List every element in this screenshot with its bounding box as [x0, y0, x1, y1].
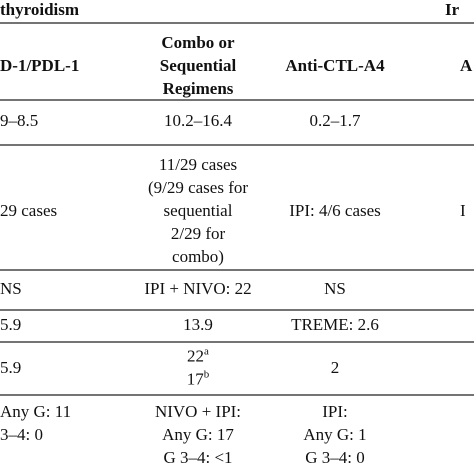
- cell-text: 2: [331, 358, 340, 377]
- cell-text: 10.2–16.4: [164, 111, 233, 130]
- cell-text: 2/29 for: [171, 224, 226, 243]
- cell-text: 5.9: [0, 358, 21, 377]
- cell-text: Any G: 17: [162, 425, 234, 444]
- cell-text: 9–8.5: [0, 111, 38, 130]
- cell-text: IPI:: [322, 402, 348, 421]
- cell-text: G 3–4: 0: [305, 448, 365, 467]
- cell-text: TREME: 2.6: [291, 315, 379, 334]
- cell-text: I: [460, 201, 466, 220]
- column-header: Combo or: [161, 33, 235, 52]
- cell-text: 13.9: [183, 315, 213, 334]
- cell-text: 17: [187, 369, 205, 388]
- cell-text: NS: [0, 279, 22, 298]
- cell-text: 3–4: 0: [0, 425, 43, 444]
- group-title: thyroidism: [0, 0, 79, 19]
- superscript: a: [204, 345, 209, 357]
- column-header: Sequential: [160, 56, 237, 75]
- cell-text: (9/29 cases for: [148, 178, 248, 197]
- column-header: A: [460, 56, 473, 75]
- cell-text: 0.2–1.7: [310, 111, 362, 130]
- cell-text: 22: [187, 346, 204, 365]
- column-header: Anti-CTL-A4: [285, 56, 385, 75]
- cell-text: 17b: [187, 368, 210, 388]
- cell-text: 29 cases: [0, 201, 57, 220]
- cell-text: sequential: [164, 201, 233, 220]
- cell-text: 11/29 cases: [159, 155, 237, 174]
- column-header: Regimens: [163, 79, 234, 98]
- cell-text: G 3–4: <1: [163, 448, 232, 467]
- cell-text: Any G: 11: [0, 402, 71, 421]
- group-title: Ir: [445, 0, 460, 19]
- cell-text: IPI: 4/6 cases: [289, 201, 381, 220]
- cell-text: 5.9: [0, 315, 21, 334]
- superscript: b: [204, 368, 210, 380]
- cell-text: Any G: 1: [303, 425, 366, 444]
- cell-text: NS: [324, 279, 346, 298]
- cell-text: IPI + NIVO: 22: [144, 279, 251, 298]
- cell-text: 22a: [187, 345, 209, 365]
- cell-text: NIVO + IPI:: [155, 402, 241, 421]
- cell-text: combo): [172, 247, 224, 266]
- column-header: D-1/PDL-1: [0, 56, 79, 75]
